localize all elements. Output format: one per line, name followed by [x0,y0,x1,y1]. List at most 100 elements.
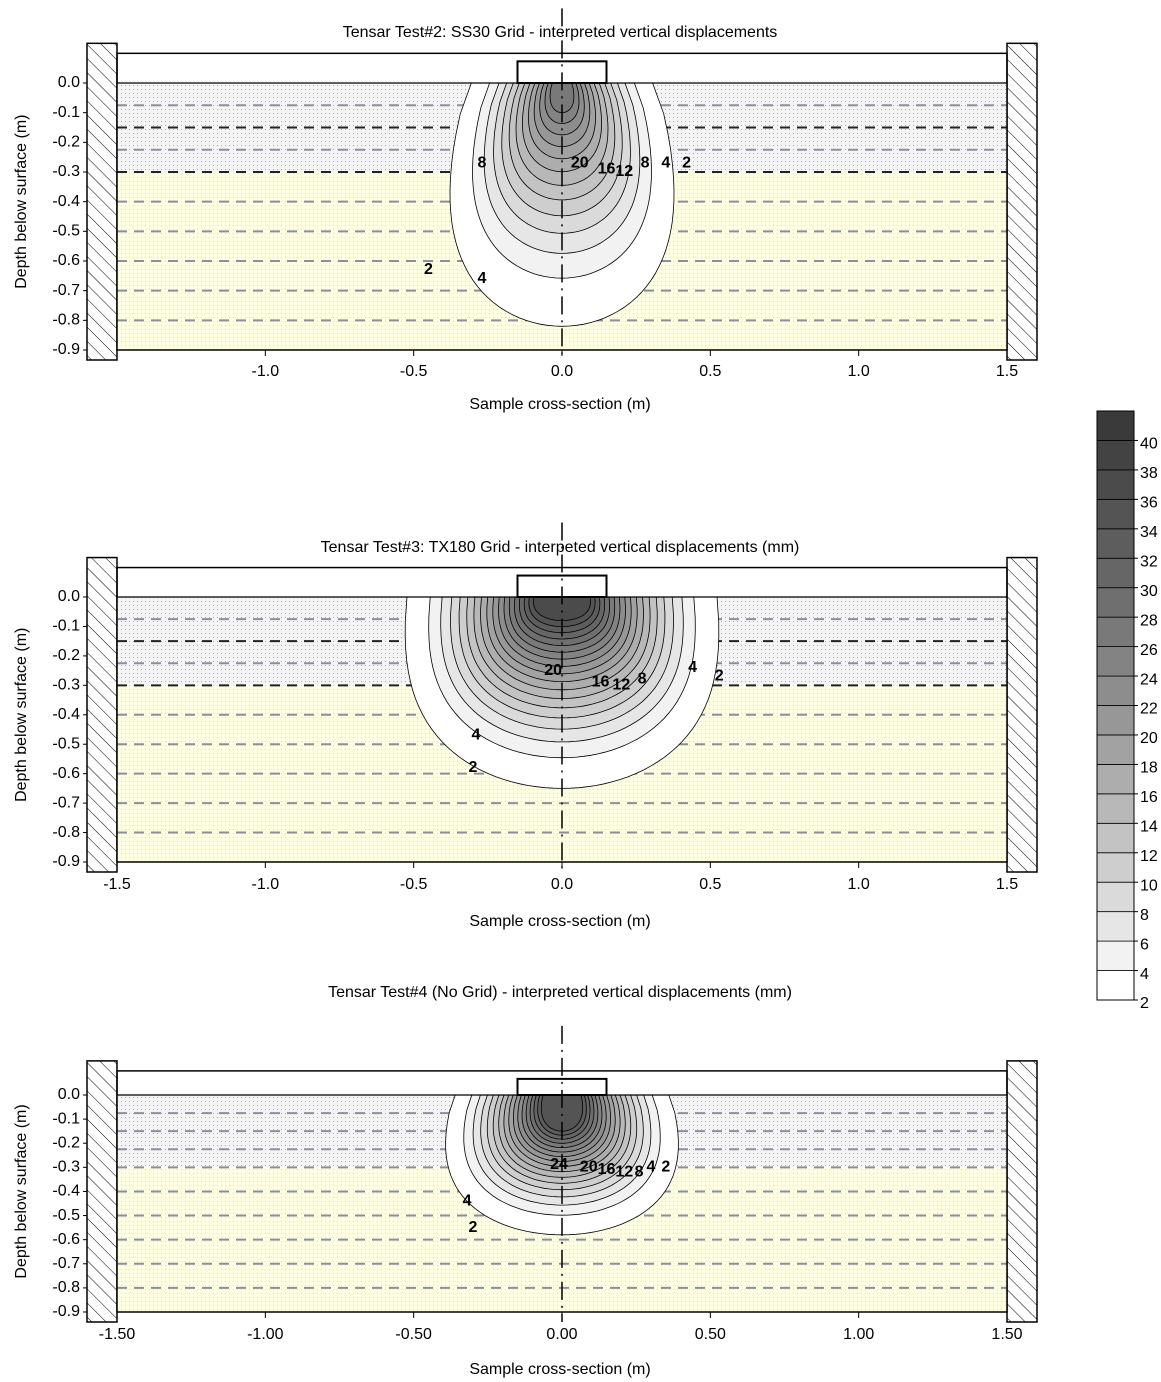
colorbar-band [1096,469,1135,500]
colorbar-band [1096,764,1135,795]
contour-label: 2 [424,261,433,278]
y-tick-label: -0.4 [52,193,80,210]
contour-label: 16 [592,674,610,691]
contour-label: 2 [682,154,691,171]
chart-title: Tensar Test#3: TX180 Grid - interpeted v… [321,539,800,556]
colorbar-tick-label: 20 [1140,730,1158,747]
colorbar-band [1096,528,1135,559]
contour-label: 24 [550,1156,568,1173]
y-tick-label: -0.6 [52,765,80,782]
colorbar-tick-label: 28 [1140,612,1158,629]
x-tick-label: -1.50 [99,1326,136,1343]
y-tick-label: 0.0 [58,588,80,605]
contour-label: 12 [615,163,633,180]
chart-title: Tensar Test#4 (No Grid) - interpreted ve… [328,984,792,1001]
y-axis-label: Depth below surface (m) [13,1104,30,1278]
y-tick-label: -0.3 [52,163,80,180]
x-tick-label: 1.0 [848,876,870,893]
panel: Tensar Test#3: TX180 Grid - interpeted v… [13,522,1038,930]
y-tick-label: -0.1 [52,1110,80,1127]
y-tick-label: -0.7 [52,794,80,811]
colorbar-band [1096,734,1135,765]
contour-label: 8 [638,671,647,688]
panel: Tensar Test#4 (No Grid) - interpreted ve… [13,984,1038,1378]
wall [1006,556,1038,873]
colorbar-tick-label: 30 [1140,583,1158,600]
x-tick-label: 0.5 [699,363,721,380]
x-tick-label: 1.0 [848,363,870,380]
contour-label: 12 [615,1163,633,1180]
x-tick-label: -0.50 [395,1326,432,1343]
colorbar-tick-label: 24 [1140,671,1158,688]
y-tick-label: -0.2 [52,1134,80,1151]
y-tick-label: -0.9 [52,853,80,870]
x-tick-label: 0.5 [699,876,721,893]
y-tick-label: -0.8 [52,1279,80,1296]
colorbar-band [1096,940,1135,971]
contour-label: 4 [463,1192,472,1209]
x-tick-label: -0.5 [400,363,428,380]
contour-label: 4 [477,270,486,287]
contour-label: 2 [469,1219,478,1236]
contour-label: 2 [469,759,478,776]
contour [533,597,591,622]
y-tick-label: -0.8 [52,312,80,329]
colorbar-tick-label: 36 [1140,495,1158,512]
contour-label: 8 [477,154,486,171]
x-tick-label: -1.00 [247,1326,284,1343]
x-tick-label: 0.50 [695,1326,726,1343]
y-tick-label: -0.7 [52,1255,80,1272]
y-tick-label: -0.9 [52,341,80,358]
colorbar-tick-label: 40 [1140,436,1158,453]
contour-label: 4 [688,659,697,676]
y-tick-label: -0.5 [52,1207,80,1224]
contour-label: 20 [544,662,562,679]
x-axis-label: Sample cross-section (m) [469,396,650,413]
colorbar-tick-label: 4 [1140,966,1149,983]
contours [449,83,675,327]
wall [1006,42,1038,361]
x-tick-label: 1.5 [996,363,1018,380]
y-tick-label: -0.2 [52,134,80,151]
contour-label: 16 [598,160,616,177]
colorbar-band [1096,557,1135,589]
y-tick-label: -0.9 [52,1303,80,1320]
contour-label: 4 [647,1159,656,1176]
contour-label: 16 [598,1161,616,1178]
colorbar-band [1096,970,1135,1001]
y-tick-label: -0.6 [52,252,80,269]
chart-title: Tensar Test#2: SS30 Grid - interpreted v… [343,24,778,41]
colorbar-tick-label: 8 [1140,907,1149,924]
x-tick-label: 1.00 [843,1326,874,1343]
wall [86,556,118,873]
y-tick-label: -0.1 [52,618,80,635]
colorbar-tick-label: 26 [1140,642,1158,659]
y-tick-label: -0.4 [52,1183,80,1200]
colorbar-band [1096,646,1135,677]
colorbar-tick-label: 2 [1140,995,1149,1012]
colorbar-band [1096,911,1135,942]
colorbar-tick-label: 34 [1140,524,1158,541]
y-axis-label: Depth below surface (m) [13,115,30,289]
wall [86,1060,118,1323]
colorbar-band [1096,410,1135,441]
colorbar-tick-label: 10 [1140,877,1158,894]
y-axis-label: Depth below surface (m) [13,628,30,802]
y-tick-label: 0.0 [58,74,80,91]
colorbar-tick-label: 12 [1140,848,1158,865]
colorbar-tick-label: 32 [1140,553,1158,570]
x-tick-label: -1.0 [252,876,280,893]
colorbar-band [1096,616,1135,648]
contour-label: 12 [612,677,630,694]
x-tick-label: -1.0 [252,363,280,380]
y-tick-label: -0.2 [52,647,80,664]
y-tick-label: -0.6 [52,1231,80,1248]
y-tick-label: -0.3 [52,1159,80,1176]
contour-label: 20 [580,1159,598,1176]
colorbar-band [1096,822,1135,854]
colorbar-band [1096,440,1135,471]
contour-label: 8 [641,154,650,171]
colorbar-tick-label: 18 [1140,760,1158,777]
x-tick-label: 1.50 [991,1326,1022,1343]
